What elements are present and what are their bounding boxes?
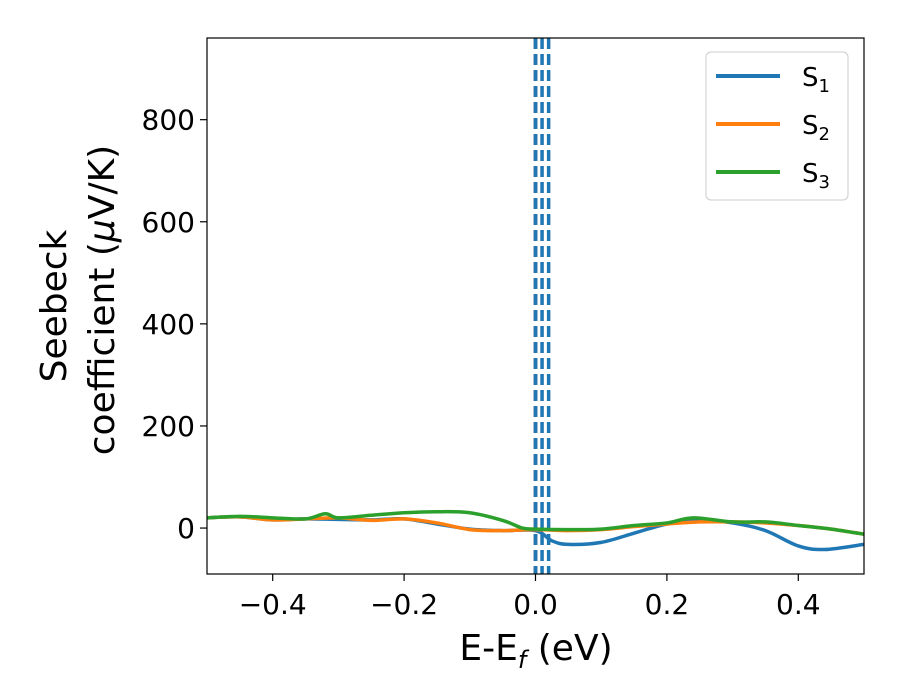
x-tick-label: 0.2 (645, 588, 690, 621)
legend-label-s2: S2 (802, 111, 830, 145)
y-axis-ticks: 0 200 400 600 800 (142, 104, 207, 545)
legend-label-s1: S1 (802, 63, 830, 97)
legend: S1 S2 S3 (705, 51, 849, 201)
series-line-s3 (207, 509, 864, 536)
y-tick-label: 400 (142, 308, 195, 341)
legend-label-s3: S3 (802, 159, 830, 193)
x-tick-label: −0.2 (370, 588, 438, 621)
x-tick-label: −0.4 (239, 588, 307, 621)
x-axis-label: E-Ef (eV) (459, 628, 612, 674)
x-tick-label: 0.0 (513, 588, 558, 621)
x-axis-ticks: −0.4 −0.2 0.0 0.2 0.4 (239, 574, 821, 621)
vertical-reference-lines (533, 38, 551, 574)
y-axis-label-line1: Seebeck (34, 229, 75, 382)
series-lines (207, 509, 864, 552)
y-tick-label: 0 (177, 512, 195, 545)
y-tick-label: 800 (142, 104, 195, 137)
y-tick-label: 200 (142, 410, 195, 443)
y-axis-label-line2: coefficient (μV/K) (82, 145, 123, 455)
x-tick-label: 0.4 (776, 588, 821, 621)
y-tick-label: 600 (142, 206, 195, 239)
